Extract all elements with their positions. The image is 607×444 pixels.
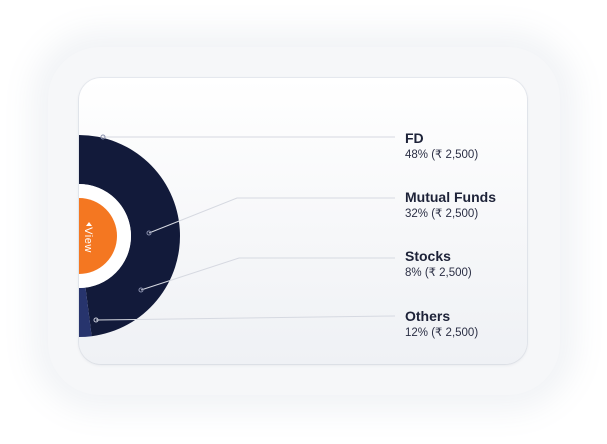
legend-label: Stocks: [405, 248, 451, 264]
legend-label: Others: [405, 308, 451, 324]
portfolio-allocation-card: View FD 48% (₹ 2,500) Mutual Funds 32% (…: [79, 78, 527, 364]
view-button-label: View: [82, 227, 94, 253]
legend-item-fd: FD 48% (₹ 2,500): [405, 130, 478, 163]
view-button[interactable]: View: [79, 220, 101, 260]
legend-value: 12% (₹ 2,500): [405, 327, 479, 339]
legend-item-mutual-funds: Mutual Funds 32% (₹ 2,500): [405, 189, 496, 222]
legend-label: FD: [405, 130, 424, 146]
leader-dot: [100, 134, 106, 140]
legend-value: 48% (₹ 2,500): [405, 149, 479, 161]
view-button-circle[interactable]: [79, 198, 117, 274]
legend-item-stocks: Stocks 8% (₹ 2,500): [405, 248, 472, 281]
leader-dot: [138, 287, 144, 293]
leader-line: [140, 257, 395, 291]
expand-arrow-icon: [86, 222, 92, 226]
donut-segment-mutual-funds[interactable]: [79, 205, 92, 337]
legend-item-others: Others 12% (₹ 2,500): [405, 308, 478, 341]
allocation-donut-chart: [79, 134, 396, 337]
leader-dot: [93, 317, 99, 323]
leader-line: [148, 197, 395, 234]
legend-value: 32% (₹ 2,500): [405, 208, 479, 220]
legend-value: 8% (₹ 2,500): [405, 267, 472, 279]
leader-dot: [146, 230, 152, 236]
leader-line: [95, 315, 396, 321]
legend-label: Mutual Funds: [405, 189, 496, 205]
